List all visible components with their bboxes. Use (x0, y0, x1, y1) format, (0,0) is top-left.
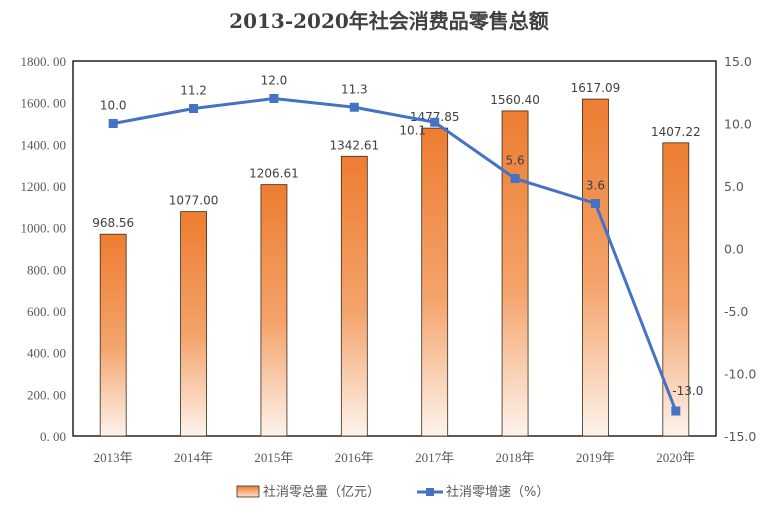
x-tick-label: 2013年 (94, 450, 133, 465)
x-tick-label: 2019年 (576, 450, 615, 465)
x-tick-label: 2014年 (174, 450, 213, 465)
right-tick-label: -10.0 (724, 367, 756, 382)
left-tick-label: 1800. 00 (21, 54, 67, 69)
line-marker (671, 406, 681, 416)
bar (501, 110, 529, 437)
bar-data-label: 1342.61 (330, 138, 380, 152)
growth-line (112, 96, 678, 412)
left-tick-label: 800. 00 (27, 262, 66, 277)
x-tick-label: 2016年 (335, 450, 374, 465)
bar-data-label: 1077.00 (169, 194, 219, 208)
x-tick-label: 2017年 (415, 450, 454, 465)
line-data-label: 11.3 (341, 82, 368, 96)
bar (421, 127, 449, 437)
line-data-label: 11.2 (180, 84, 207, 98)
x-tick-label: 2018年 (496, 450, 535, 465)
line-marker (590, 199, 600, 208)
left-tick-label: 400. 00 (27, 346, 66, 361)
left-tick-label: 1200. 00 (21, 179, 67, 194)
x-tick-label: 2020年 (656, 450, 695, 465)
bar-data-label: 1206.61 (249, 167, 299, 181)
bar (99, 233, 127, 437)
right-tick-label: 5.0 (724, 179, 744, 194)
line-data-label: 10.1 (399, 123, 426, 137)
left-tick-label: 0. 00 (40, 429, 66, 444)
x-tick-label: 2015年 (254, 450, 293, 465)
left-tick-label: 1000. 00 (21, 221, 67, 236)
bar-data-label: 1560.40 (490, 93, 540, 107)
line-data-label: 5.6 (506, 154, 525, 168)
line-marker (510, 174, 520, 183)
legend-bar-label: 社消零总量（亿元） (263, 484, 380, 500)
line-marker (189, 104, 199, 113)
right-tick-label: 15.0 (724, 54, 752, 69)
chart-title: 2013-2020年社会消费品零售总额 (229, 9, 549, 33)
right-tick-label: -5.0 (724, 304, 748, 319)
legend-line-marker (426, 488, 434, 496)
bar-data-label: 968.56 (92, 216, 134, 230)
line-data-label: 3.6 (586, 179, 605, 193)
line-marker (430, 117, 440, 127)
legend-bar-swatch (236, 485, 260, 498)
right-tick-label: 10.0 (724, 117, 752, 132)
bar (180, 211, 207, 437)
left-tick-label: 1600. 00 (21, 96, 67, 111)
plot-frame (72, 60, 717, 437)
legend-line-label: 社消零增速（%） (446, 484, 549, 500)
left-tick-label: 200. 00 (27, 387, 66, 402)
line-data-label: 12.0 (261, 74, 288, 88)
line-marker (269, 94, 279, 103)
left-tick-label: 600. 00 (27, 304, 66, 319)
line-marker (349, 102, 359, 112)
line-marker (108, 119, 118, 128)
line-data-label: 10.0 (100, 99, 127, 113)
bar (340, 155, 368, 437)
bar-data-label: 1407.22 (651, 125, 701, 139)
bar-data-label: 1617.09 (571, 81, 621, 95)
right-tick-label: -15.0 (724, 429, 756, 444)
line-data-label: -13.0 (672, 384, 703, 398)
right-tick-label: 0.0 (724, 242, 744, 257)
bar (582, 98, 609, 437)
left-tick-label: 1400. 00 (21, 137, 67, 152)
bar (260, 184, 288, 437)
